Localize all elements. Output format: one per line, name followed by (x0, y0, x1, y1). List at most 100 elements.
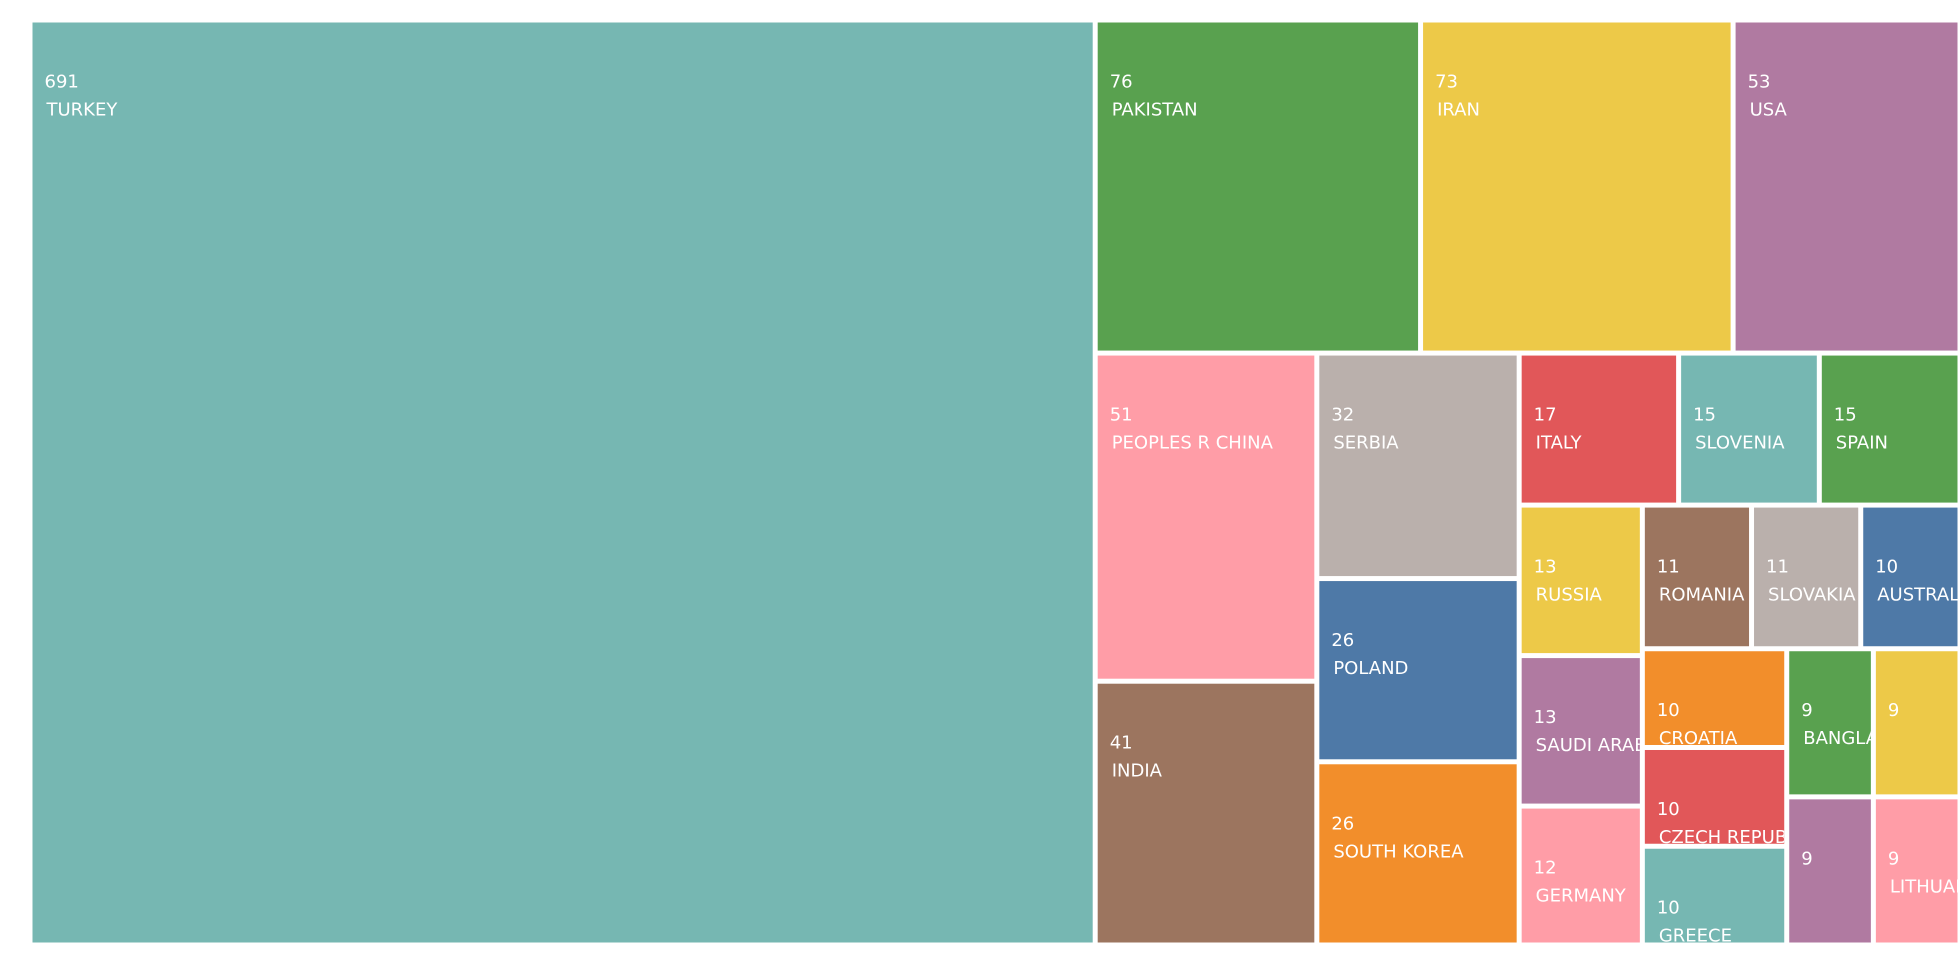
tile (32, 22, 1093, 943)
tile (1644, 507, 1750, 647)
tile-labels: 76 PAKISTAN (1110, 72, 1198, 121)
tile (1097, 355, 1315, 679)
tile (1644, 749, 1785, 844)
tile-labels: 10 AUSTRALIA (1875, 557, 1960, 606)
category-label: INDIA (1112, 761, 1163, 782)
tile (1319, 581, 1517, 760)
category-label: CROATIA (1659, 728, 1738, 749)
value-label: 41 (1110, 733, 1133, 754)
tile-labels: 13 SAUDI ARABIA (1534, 707, 1665, 756)
tile-labels: 51 PEOPLES R CHINA (1110, 405, 1274, 454)
tile-labels: 9 BANGLADESH (1801, 700, 1928, 749)
tile (1521, 355, 1677, 503)
category-label: USA (1750, 100, 1788, 121)
tile-labels: 691 TURKEY (45, 72, 119, 121)
category-label: POLAND (1333, 658, 1408, 679)
value-label: 15 (1693, 405, 1716, 426)
category-label: ITALY (1536, 433, 1583, 454)
value-label: 13 (1534, 707, 1557, 728)
tile (1789, 799, 1871, 943)
value-label: 53 (1748, 72, 1771, 93)
tile (1097, 683, 1315, 943)
value-label: 10 (1657, 799, 1680, 820)
category-label: AUSTRALIA (1877, 585, 1960, 606)
tile-labels: 10 CROATIA (1657, 700, 1738, 749)
category-label: LITHUANIA (1890, 876, 1960, 897)
tile (1644, 651, 1785, 745)
category-label: TURKEY (46, 100, 119, 121)
tile (1644, 848, 1785, 943)
value-label: 10 (1657, 898, 1680, 919)
tile (1821, 355, 1958, 503)
tile (1521, 808, 1640, 943)
tile (1789, 651, 1871, 795)
value-label: 9 (1801, 700, 1812, 721)
tile-labels: 32 SERBIA (1331, 405, 1399, 454)
tile-labels: 11 SLOVAKIA (1766, 557, 1856, 606)
tile (1319, 355, 1517, 577)
category-label: SAUDI ARABIA (1536, 735, 1665, 756)
category-label: SPAIN (1836, 433, 1888, 454)
tile (1319, 764, 1517, 943)
tile (1735, 22, 1958, 351)
tile-labels: 41 INDIA (1110, 733, 1163, 782)
value-label: 32 (1331, 405, 1354, 426)
tile (1875, 651, 1958, 795)
tile-labels: 26 POLAND (1331, 630, 1408, 679)
tile-labels: 15 SPAIN (1834, 405, 1888, 454)
category-label: PAKISTAN (1112, 100, 1198, 121)
category-label: SLOVENIA (1695, 433, 1785, 454)
value-label: 13 (1534, 557, 1557, 578)
tile (1521, 658, 1640, 804)
category-label: SLOVAKIA (1768, 585, 1856, 606)
category-label: ROMANIA (1659, 585, 1745, 606)
value-label: 76 (1110, 72, 1133, 93)
tile-labels: 10 GREECE (1657, 898, 1732, 947)
tile (1754, 507, 1859, 647)
category-label: IRAN (1437, 100, 1480, 121)
value-label: 26 (1331, 630, 1354, 651)
tile-labels: 10 CZECH REPUBLIC (1657, 799, 1815, 848)
tile-labels: 12 GERMANY (1534, 858, 1627, 907)
tile-labels: 13 RUSSIA (1534, 557, 1603, 606)
tile-labels: 11 ROMANIA (1657, 557, 1745, 606)
value-label: 10 (1875, 557, 1898, 578)
value-label: 691 (45, 72, 79, 93)
tile-labels: 15 SLOVENIA (1693, 405, 1785, 454)
value-label: 11 (1766, 557, 1789, 578)
category-label: GREECE (1659, 926, 1732, 947)
tile-labels: 73 IRAN (1435, 72, 1480, 121)
category-label: PEOPLES R CHINA (1112, 433, 1274, 454)
value-label: 9 (1888, 848, 1899, 869)
value-label: 11 (1657, 557, 1680, 578)
value-label: 51 (1110, 405, 1133, 426)
category-label: GERMANY (1536, 886, 1627, 907)
value-label: 10 (1657, 700, 1680, 721)
value-label: 17 (1534, 405, 1557, 426)
tile-labels: 53 USA (1748, 72, 1788, 121)
value-label: 15 (1834, 405, 1857, 426)
category-label: BANGLADESH (1803, 728, 1928, 749)
value-label: 73 (1435, 72, 1458, 93)
value-label: 9 (1801, 848, 1812, 869)
tile-labels: 26 SOUTH KOREA (1331, 813, 1464, 862)
tile (1423, 22, 1731, 351)
value-label: 9 (1888, 700, 1899, 721)
category-label: CZECH REPUBLIC (1659, 827, 1815, 848)
value-label: 12 (1534, 858, 1557, 879)
tile-labels: 17 ITALY (1534, 405, 1583, 454)
category-label: SOUTH KOREA (1333, 841, 1464, 862)
tile-labels: 9 (1888, 700, 1899, 721)
tile (1097, 22, 1419, 351)
tile (1863, 507, 1958, 647)
tile (1681, 355, 1817, 503)
tile (1875, 799, 1958, 943)
tile-labels: 9 LITHUANIA (1888, 848, 1960, 897)
category-label: RUSSIA (1536, 585, 1603, 606)
value-label: 26 (1331, 813, 1354, 834)
category-label: SERBIA (1333, 433, 1399, 454)
tile (1521, 507, 1640, 654)
tile-labels: 9 (1801, 848, 1812, 869)
